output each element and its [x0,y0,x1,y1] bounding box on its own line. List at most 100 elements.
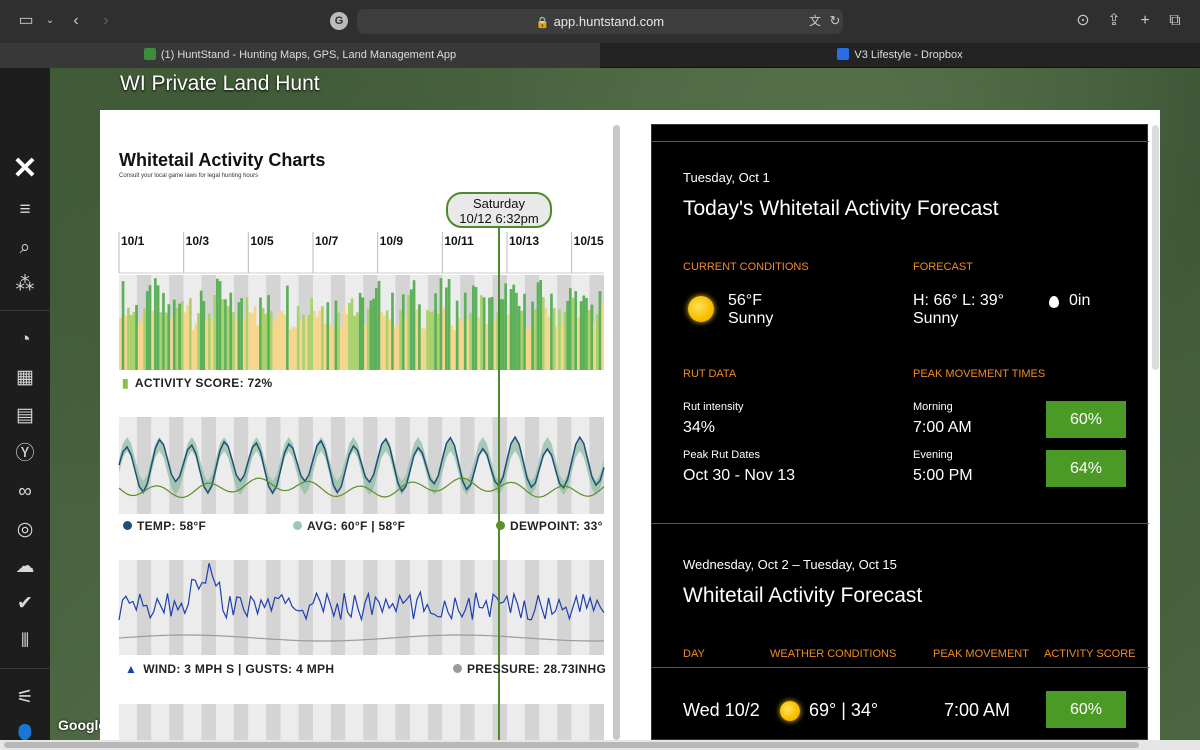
wind-day-band [248,560,267,655]
activity-bar [447,279,451,370]
activity-bar [560,322,564,370]
activity-bar [552,308,556,370]
activity-bar [294,326,297,370]
chevron-down-icon[interactable]: ⌄ [45,15,55,26]
target-icon[interactable]: ◎ [16,519,34,540]
avg-legend: AVG: 60°F | 58°F [293,519,405,533]
activity-bar [232,311,235,370]
next-night-band [233,704,249,740]
pie-icon[interactable]: ◔ [19,329,31,350]
forward-icon[interactable]: › [103,12,109,29]
temp-night-band [136,417,152,514]
activity-bar [453,329,456,370]
menu-icon[interactable]: ≡ [19,199,31,220]
next-night-band [589,704,604,740]
evening-score-badge[interactable]: 64% [1046,450,1126,487]
sliders-icon[interactable]: ⚟ [16,687,34,708]
check-icon[interactable]: ✔ [17,593,33,614]
share-icon[interactable]: ⇪ [1107,12,1121,29]
extension-icon[interactable]: G [330,12,348,30]
activity-bar [595,314,599,370]
activity-bar [264,313,268,370]
activity-bar [364,324,367,370]
activity-bar [186,304,190,370]
stats-icon[interactable]: ⦀ [20,631,30,652]
wind-day-band [183,560,202,655]
activity-bar [331,328,335,370]
activity-bar [501,299,505,370]
activity-bar [318,310,322,370]
wind-arrow-icon: ▲ [125,662,138,676]
activity-bar [568,288,572,370]
sidebar-toggle-icon[interactable]: ▭ [18,12,34,29]
activity-bar [348,302,351,370]
search-icon[interactable]: ⌕ [19,237,31,258]
activity-bar [242,318,246,370]
activity-bar [226,306,230,370]
activity-bar [245,297,249,370]
activity-bar [216,278,219,370]
time-marker[interactable]: Saturday 10/12 6:32pm [446,192,552,228]
activity-bar [525,329,529,370]
activity-bar [361,297,365,370]
address-bar[interactable]: 🔒 app.huntstand.com 文 ↻ [357,9,843,34]
activity-bar [485,324,489,370]
next-night-band [330,704,346,740]
activity-bar [135,304,138,370]
new-tab-icon[interactable]: + [1140,12,1150,29]
hunt-area-title: WI Private Land Hunt [120,72,320,95]
translate-icon[interactable]: 文 [808,14,821,28]
evening-label: Evening [913,449,953,461]
wind-night-band [136,560,152,655]
morning-score-badge[interactable]: 60% [1046,401,1126,438]
evening-time: 5:00 PM [913,467,973,484]
row-score-badge[interactable]: 60% [1046,691,1126,728]
next-night-band [395,704,410,740]
activity-bar [493,322,497,370]
wind-night-band [460,560,475,655]
charts-svg: 10/1 10/3 10/5 10/7 10/9 10/11 10/13 10/15 [118,232,605,740]
journal-icon[interactable]: ▤ [16,405,34,426]
calendar-icon[interactable]: ▦ [16,367,34,388]
activity-bar [178,303,181,370]
activity-bar [345,314,349,370]
wind-day-band [119,560,137,655]
binoculars-icon[interactable]: ∞ [18,481,32,502]
temp-day-band [474,417,493,514]
horizontal-scrollbar-thumb[interactable] [4,742,1139,748]
wind-legend: ▲ WIND: 3 MPH S | GUSTS: 4 MPH [125,662,335,676]
activity-bar [593,322,596,370]
peak-movement-label: PEAK MOVEMENT TIMES [913,368,1046,380]
date-tick-label: 10/13 [509,234,539,248]
col-day: DAY [683,648,705,660]
charts-scrollbar[interactable] [613,125,620,740]
activity-bar [339,326,343,370]
activity-bar [380,312,384,370]
tab-huntstand[interactable]: (1) HuntStand - Hunting Maps, GPS, Land … [0,43,600,68]
activity-bar [509,289,513,370]
back-icon[interactable]: ‹ [73,12,79,29]
activity-bar [307,315,311,370]
next-night-band [298,704,313,740]
deer-icon[interactable]: Ⓨ [15,443,35,464]
weather-icon[interactable]: ☁ [15,556,35,577]
charts-area[interactable]: 10/1 10/3 10/5 10/7 10/9 10/11 10/13 10/15 [100,110,625,740]
activity-bar [218,281,222,370]
today-date: Tuesday, Oct 1 [683,170,770,185]
next-day-band [183,704,202,740]
hunt-areas-icon[interactable]: ⁂ [15,274,35,295]
huntstand-logo[interactable]: ✕ [12,152,38,185]
activity-bar [391,292,394,370]
activity-bar [410,289,413,370]
tab-dropbox[interactable]: V3 Lifestyle - Dropbox [600,43,1200,68]
activity-bar [143,308,146,370]
activity-bar [571,297,575,370]
temp-day-band [410,417,428,514]
forecast-scrollbar[interactable] [1152,125,1159,370]
next-night-band [427,704,443,740]
reload-icon[interactable]: ↻ [829,13,841,28]
tab-overview-icon[interactable]: ⧉ [1169,12,1181,29]
download-icon[interactable]: ⊙ [1076,12,1090,29]
time-marker-line[interactable] [498,228,500,740]
activity-bar [137,323,141,370]
